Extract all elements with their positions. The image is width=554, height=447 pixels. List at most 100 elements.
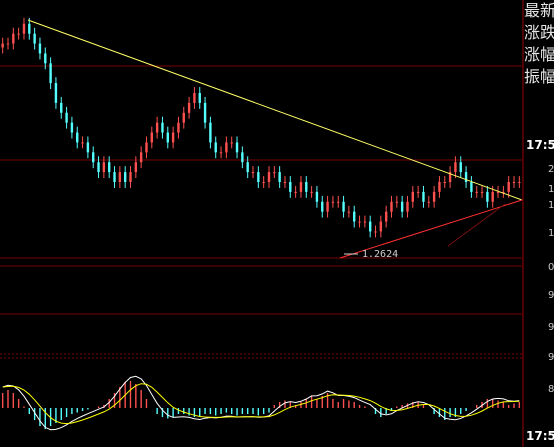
- candle-up: [390, 201, 393, 212]
- macd-histogram: [1, 381, 521, 429]
- candle-up: [283, 182, 287, 183]
- candle-up: [251, 172, 255, 174]
- candle-down: [38, 43, 42, 54]
- candle-down: [97, 162, 100, 173]
- axis-tick: 1: [548, 184, 554, 195]
- candle-up: [454, 162, 457, 173]
- candle-down: [422, 191, 425, 202]
- candle-up: [337, 201, 340, 203]
- candle-up: [12, 33, 15, 44]
- candle-up: [225, 142, 228, 153]
- candle-down: [289, 182, 292, 192]
- candle-up: [193, 93, 196, 103]
- change-percent-label: 涨幅: [524, 45, 554, 64]
- candle-up: [118, 172, 122, 182]
- candle-down: [464, 172, 468, 182]
- candle-up: [299, 182, 303, 192]
- candle-up: [416, 191, 420, 193]
- upper-trendline: [27, 19, 523, 201]
- candle-down: [278, 172, 281, 182]
- candle-down: [60, 102, 63, 113]
- candle-down: [321, 201, 324, 212]
- candle-up: [411, 191, 415, 202]
- candle-up: [358, 221, 361, 223]
- candles: [1, 17, 521, 238]
- axis-tick: 1: [548, 228, 554, 239]
- candle-up: [139, 152, 143, 163]
- candle-down: [305, 182, 308, 192]
- candle-up: [267, 172, 271, 182]
- candle-up: [438, 182, 441, 192]
- candle-up: [379, 221, 383, 232]
- candle-up: [395, 201, 399, 203]
- candle-down: [65, 112, 68, 123]
- candle-down: [470, 182, 473, 192]
- candle-down: [49, 63, 52, 84]
- candle-up: [134, 162, 138, 173]
- candle-down: [400, 201, 404, 212]
- candle-up: [507, 182, 510, 192]
- candle-up: [331, 201, 335, 203]
- axis-tick: 8: [548, 384, 554, 395]
- candle-up: [171, 132, 175, 143]
- candle-down: [241, 152, 244, 163]
- candle-up: [155, 122, 159, 133]
- lower-trendline: [339, 199, 523, 259]
- axis-tick: 0: [548, 262, 554, 273]
- candle-up: [129, 172, 132, 182]
- candle-down: [44, 53, 47, 64]
- price-annotation: 1.2624: [344, 249, 398, 260]
- candle-up: [448, 172, 452, 182]
- candle-down: [92, 152, 95, 163]
- candle-up: [496, 191, 500, 193]
- candle-up: [294, 191, 297, 193]
- candle-down: [54, 83, 58, 103]
- candle-up: [502, 191, 505, 193]
- candle-down: [353, 211, 356, 222]
- macd-dea-line: [2, 383, 520, 425]
- candle-up: [432, 191, 436, 202]
- candle-down: [214, 142, 217, 153]
- candle-up: [17, 33, 20, 35]
- candle-up: [187, 102, 191, 113]
- candle-up: [1, 43, 4, 48]
- candle-up: [102, 162, 106, 173]
- candle-up: [81, 142, 84, 144]
- candle-down: [209, 122, 212, 143]
- candle-down: [459, 162, 462, 173]
- candle-up: [518, 182, 521, 183]
- candle-up: [22, 23, 26, 34]
- candle-down: [161, 122, 164, 133]
- candle-down: [107, 162, 111, 173]
- macd-dif-line: [2, 375, 520, 431]
- axis-tick: 9: [548, 290, 554, 301]
- amplitude-label: 振幅: [524, 67, 554, 86]
- candle-up: [384, 211, 388, 222]
- candle-up: [273, 172, 276, 174]
- time-top: 17:5: [526, 138, 554, 152]
- candle-up: [374, 231, 377, 233]
- candle-down: [70, 122, 74, 133]
- candle-down: [315, 191, 319, 202]
- candle-down: [28, 23, 31, 34]
- candle-up: [310, 191, 313, 193]
- change-label: 涨跌: [524, 23, 554, 42]
- candle-up: [480, 191, 484, 193]
- candle-down: [342, 201, 345, 212]
- candle-down: [76, 132, 79, 143]
- candle-up: [491, 191, 494, 202]
- candle-down: [113, 172, 116, 182]
- candle-up: [326, 201, 329, 212]
- candle-up: [177, 122, 180, 133]
- axis-tick: 1: [548, 200, 554, 211]
- candle-up: [6, 43, 10, 45]
- annotation-label: 1.2624: [362, 249, 398, 260]
- time-bottom: 17:5: [526, 429, 554, 443]
- candle-up: [262, 182, 265, 183]
- candle-down: [235, 142, 239, 153]
- candle-down: [33, 33, 36, 44]
- grid-lines: [0, 0, 524, 447]
- candle-down: [198, 93, 201, 103]
- candle-up: [219, 152, 223, 154]
